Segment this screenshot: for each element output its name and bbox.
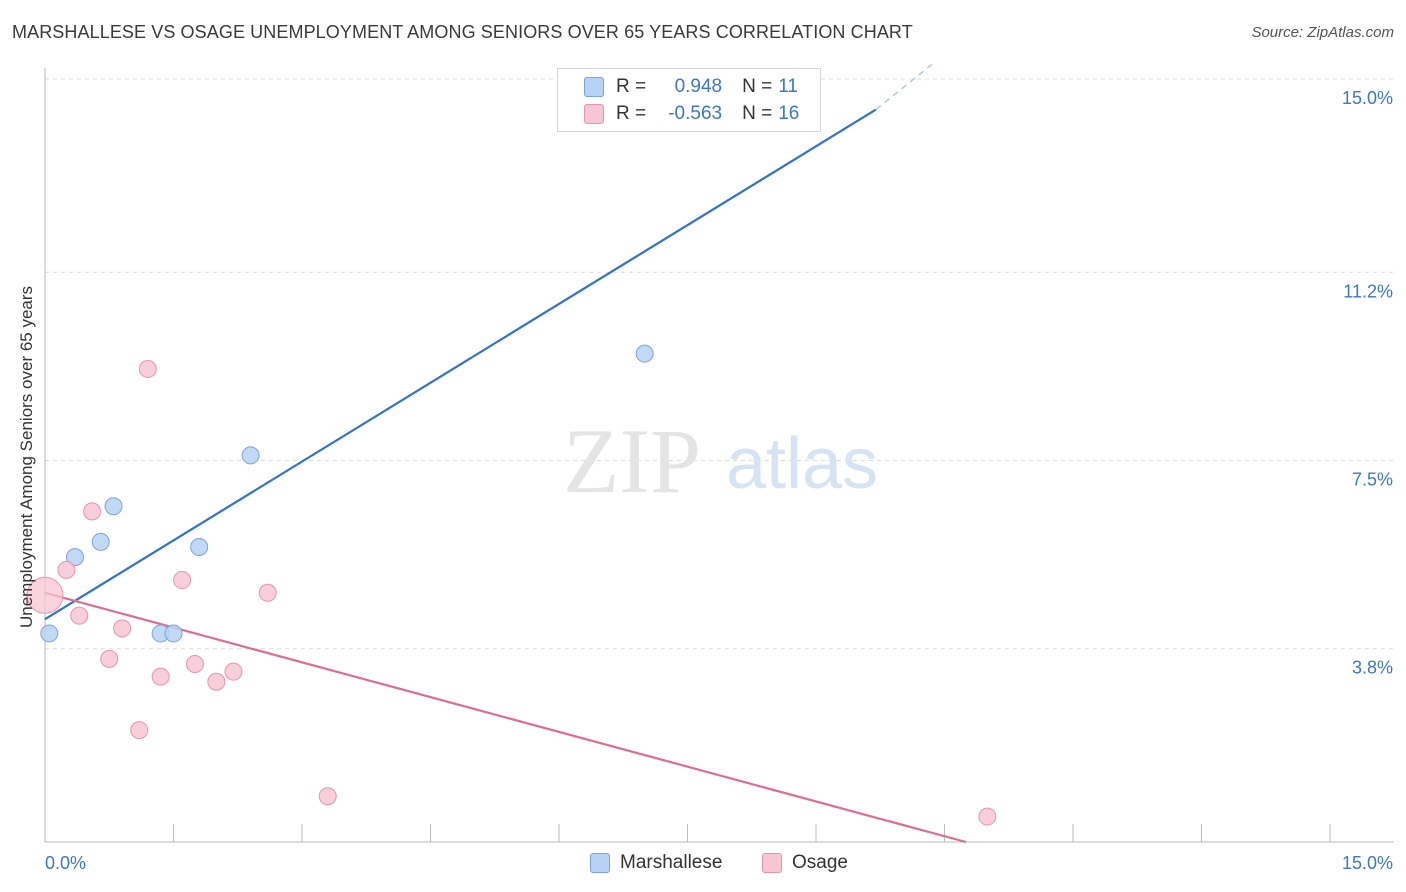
osage-trend-line bbox=[44, 591, 967, 844]
y-tick-label: 7.5% bbox=[1352, 470, 1393, 490]
source-label: Source: ZipAtlas.com bbox=[1251, 24, 1394, 41]
marshallese-trend-extension bbox=[875, 60, 937, 110]
chart-title: MARSHALLESE VS OSAGE UNEMPLOYMENT AMONG … bbox=[12, 22, 913, 42]
osage-point bbox=[318, 787, 337, 806]
marshallese-point bbox=[241, 446, 260, 465]
x-tick-label: 0.0% bbox=[45, 853, 86, 873]
y-tick-label: 3.8% bbox=[1352, 658, 1393, 678]
osage-point bbox=[258, 583, 277, 602]
marshallese-trend-line bbox=[44, 108, 877, 621]
legend-n-label: N = bbox=[742, 103, 773, 124]
legend-n-value: 16 bbox=[778, 103, 800, 124]
data-points bbox=[26, 105, 997, 826]
legend-r-label: R = bbox=[616, 103, 647, 124]
y-tick-label: 11.2% bbox=[1343, 281, 1393, 301]
watermark-atlas: atlas bbox=[726, 424, 878, 504]
osage-point bbox=[100, 649, 119, 668]
trend-lines bbox=[44, 60, 967, 844]
axes bbox=[44, 68, 1394, 843]
marshallese-point bbox=[91, 532, 110, 551]
x-tick-label: 15.0% bbox=[1342, 853, 1393, 873]
osage-point bbox=[173, 571, 192, 590]
osage-point bbox=[26, 576, 64, 614]
osage-point bbox=[57, 560, 76, 579]
bottom-legend-osage: Osage bbox=[762, 852, 848, 874]
osage-point bbox=[83, 502, 102, 521]
osage-point bbox=[138, 359, 157, 378]
bottom-legend-marshallese: Marshallese bbox=[590, 852, 722, 874]
marshallese-point bbox=[635, 344, 654, 363]
osage-point bbox=[70, 606, 89, 625]
osage-point bbox=[113, 619, 132, 638]
legend-r-value: 0.948 bbox=[674, 76, 723, 97]
legend-r-label: R = bbox=[616, 76, 647, 97]
y-tick-label: 15.0% bbox=[1342, 88, 1393, 108]
marshallese-point bbox=[104, 497, 123, 516]
watermark-zip: ZIP bbox=[563, 410, 701, 512]
legend-n-label: N = bbox=[742, 76, 773, 97]
marshallese-point bbox=[65, 548, 84, 567]
osage-swatch-icon bbox=[584, 104, 604, 124]
osage-point bbox=[978, 807, 997, 826]
marshallese-point bbox=[190, 537, 209, 556]
marshallese-legend-label: Marshallese bbox=[620, 852, 723, 873]
osage-legend-icon bbox=[762, 853, 782, 873]
watermark: ZIP atlas bbox=[563, 410, 878, 512]
osage-point bbox=[130, 721, 149, 740]
grid-lines bbox=[45, 78, 1394, 650]
marshallese-point bbox=[164, 624, 183, 643]
y-axis-label: Unemployment Among Seniors over 65 years bbox=[17, 285, 36, 629]
legend-row-osage: R = -0.563 N = 16 bbox=[584, 102, 799, 126]
marshallese-legend-icon bbox=[590, 853, 610, 873]
legend-row-marshallese: R = 0.948 N = 11 bbox=[584, 75, 798, 99]
marshallese-swatch-icon bbox=[584, 77, 604, 97]
osage-point bbox=[224, 662, 243, 681]
legend-n-value: 11 bbox=[778, 76, 798, 97]
legend-r-value: -0.563 bbox=[668, 103, 723, 124]
stats-legend: R = 0.948 N = 11 R = -0.563 N = 16 bbox=[557, 68, 821, 132]
tick-labels: 3.8% 7.5% 11.2% 15.0% 0.0% 15.0% bbox=[45, 88, 1393, 873]
osage-point bbox=[207, 672, 226, 691]
osage-point bbox=[185, 654, 204, 673]
osage-legend-label: Osage bbox=[792, 852, 848, 873]
osage-point bbox=[151, 667, 170, 686]
marshallese-point bbox=[40, 624, 59, 643]
